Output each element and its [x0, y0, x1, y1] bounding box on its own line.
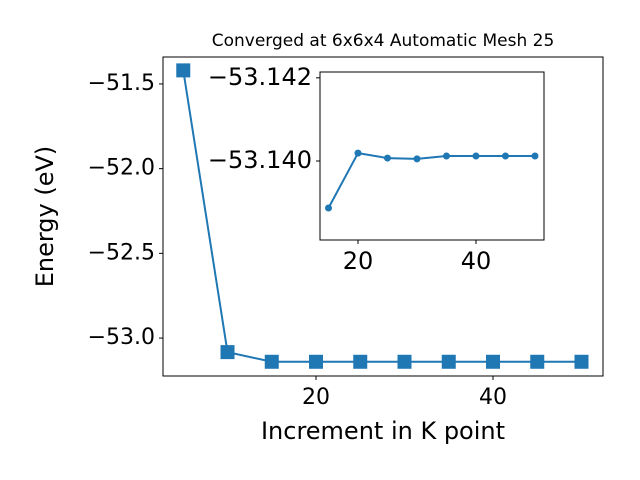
y-axis-label: Energy (eV)	[31, 146, 59, 288]
series-line	[182, 70, 582, 363]
marker	[309, 354, 324, 369]
marker	[472, 152, 480, 160]
marker	[531, 152, 539, 160]
marker	[486, 354, 500, 369]
marker	[397, 354, 412, 369]
y-tick-label: −53.142	[208, 63, 312, 91]
marker	[324, 204, 332, 212]
x-tick-label: 40	[479, 385, 507, 410]
y-tick-label: −53.140	[208, 146, 312, 174]
marker	[354, 149, 362, 157]
x-tick-label: 20	[302, 385, 330, 410]
marker	[264, 354, 279, 369]
marker	[176, 63, 191, 78]
marker	[441, 354, 456, 369]
marker	[574, 354, 589, 369]
y-tick-label: −53.0	[88, 325, 155, 350]
marker	[442, 152, 450, 160]
x-tick-label: 40	[461, 247, 492, 275]
marker	[413, 155, 421, 163]
marker	[383, 154, 391, 162]
chart-title: Converged at 6x6x4 Automatic Mesh 25	[212, 31, 555, 51]
y-tick-label: −51.5	[88, 71, 155, 96]
marker	[220, 345, 235, 360]
x-tick-label: 20	[343, 247, 374, 275]
y-tick-label: −52.5	[88, 240, 155, 265]
marker	[501, 152, 509, 160]
y-tick-label: −52.0	[88, 156, 155, 181]
marker	[353, 354, 368, 369]
x-axis-label: Increment in K point	[261, 417, 505, 445]
marker	[530, 354, 545, 369]
series-line	[327, 151, 535, 209]
